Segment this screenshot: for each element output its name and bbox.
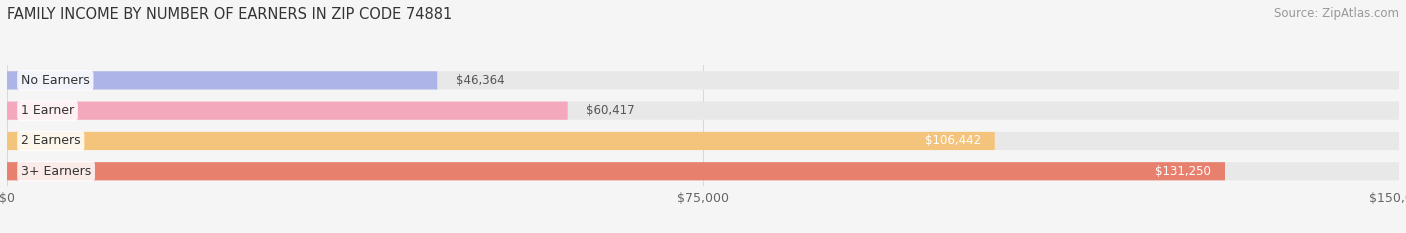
FancyBboxPatch shape bbox=[7, 102, 568, 120]
Text: $60,417: $60,417 bbox=[586, 104, 636, 117]
Text: Source: ZipAtlas.com: Source: ZipAtlas.com bbox=[1274, 7, 1399, 20]
FancyBboxPatch shape bbox=[7, 132, 995, 150]
Text: 1 Earner: 1 Earner bbox=[21, 104, 75, 117]
Text: $46,364: $46,364 bbox=[456, 74, 505, 87]
Text: No Earners: No Earners bbox=[21, 74, 90, 87]
FancyBboxPatch shape bbox=[7, 71, 1399, 89]
Text: $106,442: $106,442 bbox=[925, 134, 981, 147]
Text: $131,250: $131,250 bbox=[1156, 165, 1211, 178]
Text: 2 Earners: 2 Earners bbox=[21, 134, 80, 147]
Text: FAMILY INCOME BY NUMBER OF EARNERS IN ZIP CODE 74881: FAMILY INCOME BY NUMBER OF EARNERS IN ZI… bbox=[7, 7, 453, 22]
FancyBboxPatch shape bbox=[7, 162, 1399, 180]
FancyBboxPatch shape bbox=[7, 162, 1225, 180]
FancyBboxPatch shape bbox=[7, 102, 1399, 120]
FancyBboxPatch shape bbox=[7, 132, 1399, 150]
FancyBboxPatch shape bbox=[7, 71, 437, 89]
Text: 3+ Earners: 3+ Earners bbox=[21, 165, 91, 178]
